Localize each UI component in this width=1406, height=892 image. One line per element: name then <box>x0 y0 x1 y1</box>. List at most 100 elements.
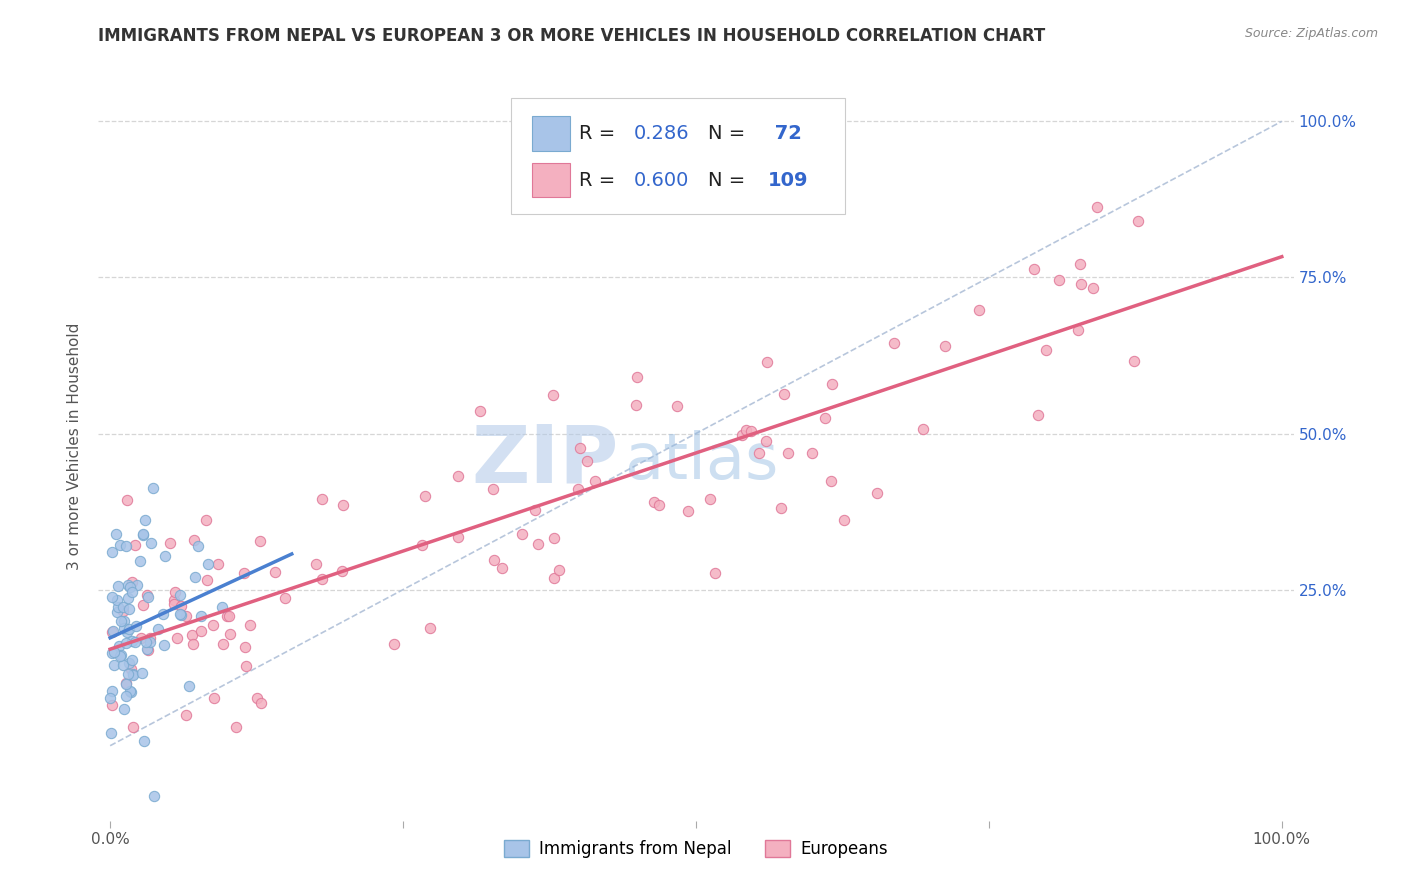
Point <box>117 656 139 670</box>
Point <box>138 635 160 649</box>
Point <box>866 486 889 500</box>
Point <box>274 591 297 605</box>
Point <box>131 526 153 541</box>
Point <box>1047 273 1070 287</box>
Point <box>820 474 842 488</box>
Point <box>219 627 242 641</box>
Text: N =: N = <box>709 124 745 143</box>
Text: ZIP: ZIP <box>471 422 619 500</box>
FancyBboxPatch shape <box>533 116 571 151</box>
Point <box>124 635 146 649</box>
Point <box>122 668 145 682</box>
Point <box>120 684 142 698</box>
Point <box>163 597 186 611</box>
Point <box>174 708 197 723</box>
Point <box>115 492 138 507</box>
Point <box>740 424 762 438</box>
Point <box>98 690 121 705</box>
Point <box>165 585 187 599</box>
Point <box>181 637 204 651</box>
Point <box>169 599 191 613</box>
Point <box>832 514 855 528</box>
Point <box>132 734 155 748</box>
Point <box>143 789 166 804</box>
Point <box>470 404 492 418</box>
Point <box>159 536 181 550</box>
Point <box>118 602 141 616</box>
Point <box>112 621 135 635</box>
Point <box>1070 277 1092 291</box>
Point <box>131 598 153 612</box>
Point <box>183 533 205 548</box>
Point <box>330 564 353 578</box>
Point <box>415 489 437 503</box>
Point <box>136 588 159 602</box>
Point <box>136 590 159 604</box>
Point <box>121 662 143 676</box>
Point <box>233 640 256 655</box>
Point <box>583 474 606 488</box>
Text: N =: N = <box>709 170 745 189</box>
Point <box>103 645 125 659</box>
Point <box>883 335 905 350</box>
Point <box>211 600 233 615</box>
Point <box>197 557 219 571</box>
Point <box>190 624 212 639</box>
Point <box>235 659 257 673</box>
Point <box>246 691 269 706</box>
Point <box>626 398 648 412</box>
Point <box>411 538 433 552</box>
Point <box>120 684 142 698</box>
Point <box>136 643 159 657</box>
Point <box>181 628 204 642</box>
Point <box>108 648 131 663</box>
Point <box>569 441 592 455</box>
Text: 72: 72 <box>768 124 801 143</box>
Point <box>195 514 218 528</box>
Point <box>111 599 134 614</box>
Point <box>382 637 405 651</box>
Point <box>770 500 793 515</box>
Point <box>132 528 155 542</box>
Point <box>101 646 124 660</box>
Point <box>332 498 354 512</box>
Point <box>1083 281 1105 295</box>
Point <box>311 491 333 506</box>
Point <box>756 355 779 369</box>
Point <box>912 422 935 436</box>
Point <box>152 607 174 621</box>
Point <box>100 698 122 712</box>
Point <box>217 608 239 623</box>
Point <box>195 573 218 587</box>
Point <box>1022 261 1045 276</box>
Text: R =: R = <box>579 170 621 189</box>
Point <box>264 566 287 580</box>
Point <box>108 538 131 552</box>
Point <box>207 558 229 572</box>
Point <box>121 666 143 681</box>
Text: Source: ZipAtlas.com: Source: ZipAtlas.com <box>1244 27 1378 40</box>
Point <box>626 370 648 384</box>
Point <box>111 604 134 618</box>
Point <box>155 549 177 563</box>
Point <box>543 571 565 585</box>
Text: IMMIGRANTS FROM NEPAL VS EUROPEAN 3 OR MORE VEHICLES IN HOUSEHOLD CORRELATION CH: IMMIGRANTS FROM NEPAL VS EUROPEAN 3 OR M… <box>98 27 1046 45</box>
Text: 0.286: 0.286 <box>634 124 689 143</box>
Point <box>311 572 333 586</box>
FancyBboxPatch shape <box>510 97 845 214</box>
Point <box>704 566 727 580</box>
Point <box>447 469 470 483</box>
Point <box>731 427 754 442</box>
Point <box>233 566 256 581</box>
Text: R =: R = <box>579 124 621 143</box>
Point <box>211 637 233 651</box>
Point <box>1067 323 1090 337</box>
Point <box>176 609 198 624</box>
Point <box>169 607 191 622</box>
Point <box>482 482 505 496</box>
Point <box>169 608 191 623</box>
Legend: Immigrants from Nepal, Europeans: Immigrants from Nepal, Europeans <box>498 833 894 864</box>
Point <box>643 495 665 509</box>
Point <box>575 454 598 468</box>
Point <box>250 696 273 710</box>
